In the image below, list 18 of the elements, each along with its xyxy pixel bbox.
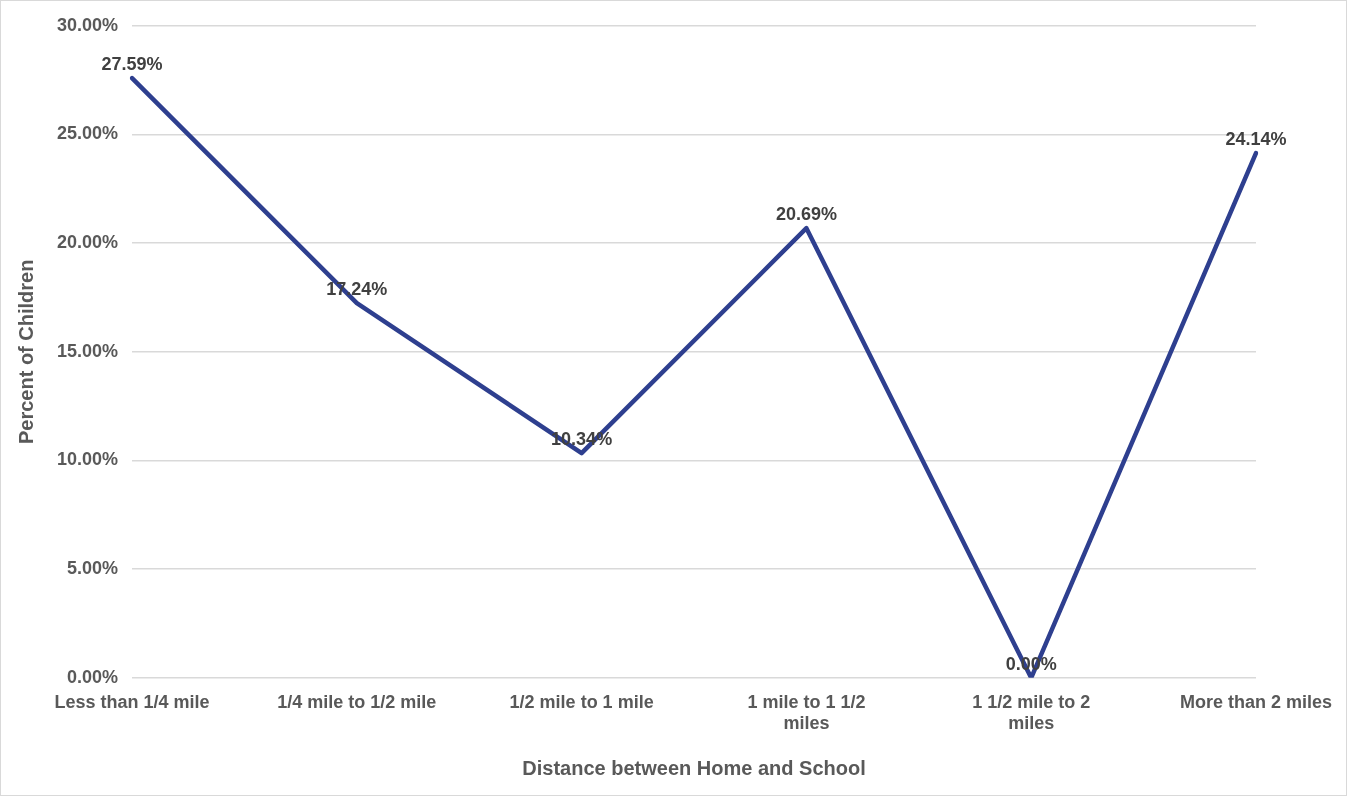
- y-tick-label: 0.00%: [67, 666, 119, 687]
- y-tick-label: 30.00%: [56, 14, 119, 35]
- y-tick-label: 15.00%: [56, 340, 119, 361]
- x-tick-label: 1/4 mile to 1/2 mile: [277, 691, 437, 712]
- data-label: 24.14%: [1225, 129, 1287, 150]
- y-tick-label: 10.00%: [56, 449, 119, 470]
- data-label: 20.69%: [775, 204, 837, 225]
- y-tick-label: 25.00%: [56, 123, 119, 144]
- y-axis-title: Percent of Children: [14, 259, 37, 445]
- x-axis-title: Distance between Home and School: [522, 756, 866, 779]
- x-tick-label: 1 1/2 mile to 2 miles: [972, 691, 1091, 734]
- x-tick-label: Less than 1/4 mile: [54, 691, 210, 712]
- x-tick-label: 1 mile to 1 1/2 miles: [747, 691, 866, 734]
- y-tick-label: 20.00%: [56, 232, 119, 253]
- x-tick-label: More than 2 miles: [1179, 691, 1332, 712]
- x-tick-label: 1/2 mile to 1 mile: [509, 691, 654, 712]
- data-label: 27.59%: [101, 54, 163, 75]
- y-tick-label: 5.00%: [67, 558, 119, 579]
